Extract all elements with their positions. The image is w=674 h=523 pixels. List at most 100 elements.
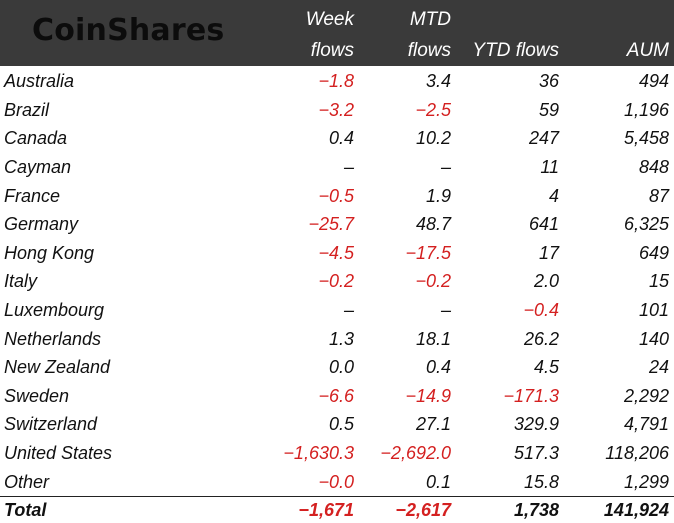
week-flows-cell: −1.8 bbox=[318, 71, 354, 92]
week-flows-cell: 0.4 bbox=[328, 128, 354, 149]
aum-cell: 15 bbox=[648, 271, 669, 292]
header-week-line2: flows bbox=[310, 40, 354, 61]
week-flows-cell: −0.0 bbox=[318, 471, 354, 492]
ytd-flows-cell: −0.4 bbox=[523, 300, 559, 321]
region-name: Cayman bbox=[4, 157, 72, 178]
aum-cell: 101 bbox=[638, 300, 669, 321]
table-row: Hong Kong −4.5 −17.5 17 649 bbox=[0, 239, 674, 268]
aum-cell: 4,791 bbox=[623, 414, 669, 435]
week-flows-cell: −0.5 bbox=[318, 185, 354, 206]
table-row: Netherlands 1.3 18.1 26.2 140 bbox=[0, 324, 674, 353]
week-flows-cell: −6.6 bbox=[318, 385, 354, 406]
aum-cell: 2,292 bbox=[623, 385, 669, 406]
region-name: Sweden bbox=[4, 385, 70, 406]
table-row: Cayman – – 11 848 bbox=[0, 153, 674, 182]
header-mtd-line1: MTD bbox=[409, 9, 451, 30]
table-row: Australia −1.8 3.4 36 494 bbox=[0, 67, 674, 96]
ytd-flows-cell: 36 bbox=[538, 71, 559, 92]
aum-cell: 494 bbox=[638, 71, 669, 92]
region-name: Canada bbox=[4, 128, 68, 149]
ytd-flows-cell: 11 bbox=[540, 157, 559, 178]
week-flows-cell: −4.5 bbox=[318, 242, 354, 263]
ytd-flows-cell: 4 bbox=[548, 185, 559, 206]
ytd-flows-cell: 517.3 bbox=[513, 443, 559, 464]
mtd-flows-cell: 27.1 bbox=[415, 414, 451, 435]
coinshares-logo: CoinShares bbox=[32, 13, 225, 48]
region-name: Italy bbox=[4, 271, 38, 292]
mtd-flows-cell: −17.5 bbox=[405, 242, 451, 263]
region-name: Luxembourg bbox=[4, 300, 105, 321]
ytd-flows-cell: 17 bbox=[538, 242, 559, 263]
region-name: Netherlands bbox=[4, 328, 102, 349]
week-flows-cell: 0.5 bbox=[328, 414, 354, 435]
mtd-flows-cell: 48.7 bbox=[415, 214, 451, 235]
aum-cell: 1,196 bbox=[623, 99, 669, 120]
mtd-flows-cell: −0.2 bbox=[415, 271, 451, 292]
ytd-flows-cell: 247 bbox=[528, 128, 559, 149]
mtd-flows-cell: 0.1 bbox=[425, 471, 451, 492]
mtd-flows-cell: −2.5 bbox=[415, 99, 451, 120]
aum-cell: 649 bbox=[638, 242, 669, 263]
region-name: Other bbox=[4, 471, 50, 492]
table-row: France −0.5 1.9 4 87 bbox=[0, 181, 674, 210]
week-flows-cell: −25.7 bbox=[308, 214, 354, 235]
aum-cell: 118,206 bbox=[605, 443, 669, 464]
mtd-flows-cell: – bbox=[440, 157, 451, 178]
table-header: CoinShares Week flows MTD flows YTD flow… bbox=[0, 0, 674, 66]
week-flows-cell: −1,630.3 bbox=[283, 443, 354, 464]
aum-cell: 140 bbox=[638, 328, 669, 349]
region-name: United States bbox=[4, 443, 113, 464]
header-aum: AUM bbox=[626, 40, 669, 61]
header-week-line1: Week bbox=[305, 9, 354, 30]
table-body: Australia −1.8 3.4 36 494 Brazil −3.2 −2.5 59 1,1… bbox=[0, 67, 674, 523]
mtd-flows-cell: −14.9 bbox=[405, 385, 451, 406]
ytd-flows-cell: 641 bbox=[528, 214, 559, 235]
table-row: New Zealand 0.0 0.4 4.5 24 bbox=[0, 353, 674, 382]
mtd-flows-cell: – bbox=[440, 300, 451, 321]
region-name: France bbox=[4, 185, 61, 206]
aum-cell: 5,458 bbox=[623, 128, 669, 149]
table-row: Luxembourg – – −0.4 101 bbox=[0, 296, 674, 325]
aum-cell: 6,325 bbox=[623, 214, 669, 235]
ytd-flows-cell: 26.2 bbox=[523, 328, 559, 349]
mtd-flows-cell: 10.2 bbox=[415, 128, 451, 149]
ytd-flows-cell: −171.3 bbox=[503, 385, 559, 406]
region-name: Switzerland bbox=[4, 414, 98, 435]
mtd-flows-cell: 0.4 bbox=[425, 357, 451, 378]
aum-cell: 141,924 bbox=[559, 495, 674, 523]
aum-cell: 848 bbox=[638, 157, 669, 178]
table-row: Canada 0.4 10.2 247 5,458 bbox=[0, 124, 674, 153]
table-row: United States −1,630.3 −2,692.0 517.3 118,20… bbox=[0, 439, 674, 468]
mtd-flows-cell: 3.4 bbox=[425, 71, 451, 92]
aum-cell: 87 bbox=[648, 185, 669, 206]
mtd-flows-cell: 18.1 bbox=[415, 328, 451, 349]
aum-cell: 24 bbox=[648, 357, 669, 378]
table-row: Switzerland 0.5 27.1 329.9 4,791 bbox=[0, 410, 674, 439]
mtd-flows-cell: −2,617 bbox=[359, 495, 451, 523]
header-ytd: YTD flows bbox=[472, 40, 559, 61]
region-name: Australia bbox=[4, 71, 75, 92]
week-flows-cell: – bbox=[343, 157, 354, 178]
week-flows-cell: 0.0 bbox=[328, 357, 354, 378]
ytd-flows-cell: 2.0 bbox=[533, 271, 559, 292]
table-row: Germany −25.7 48.7 641 6,325 bbox=[0, 210, 674, 239]
region-name: Hong Kong bbox=[4, 242, 95, 263]
table-row: Italy −0.2 −0.2 2.0 15 bbox=[0, 267, 674, 296]
week-flows-cell: −3.2 bbox=[318, 99, 354, 120]
region-name: New Zealand bbox=[4, 357, 111, 378]
region-name: Total bbox=[0, 495, 259, 523]
aum-cell: 1,299 bbox=[623, 471, 669, 492]
table-row: Brazil −3.2 −2.5 59 1,196 bbox=[0, 96, 674, 125]
ytd-flows-cell: 4.5 bbox=[533, 357, 559, 378]
ytd-flows-cell: 59 bbox=[538, 99, 559, 120]
week-flows-cell: – bbox=[343, 300, 354, 321]
total-row: Total −1,671 −2,617 1,738 141,924 bbox=[0, 495, 674, 523]
ytd-flows-cell: 1,738 bbox=[451, 495, 559, 523]
mtd-flows-cell: −2,692.0 bbox=[380, 443, 451, 464]
table-row: Other −0.0 0.1 15.8 1,299 bbox=[0, 467, 674, 496]
week-flows-cell: −0.2 bbox=[318, 271, 354, 292]
mtd-flows-cell: 1.9 bbox=[425, 185, 451, 206]
ytd-flows-cell: 15.8 bbox=[523, 471, 559, 492]
region-name: Brazil bbox=[4, 99, 50, 120]
